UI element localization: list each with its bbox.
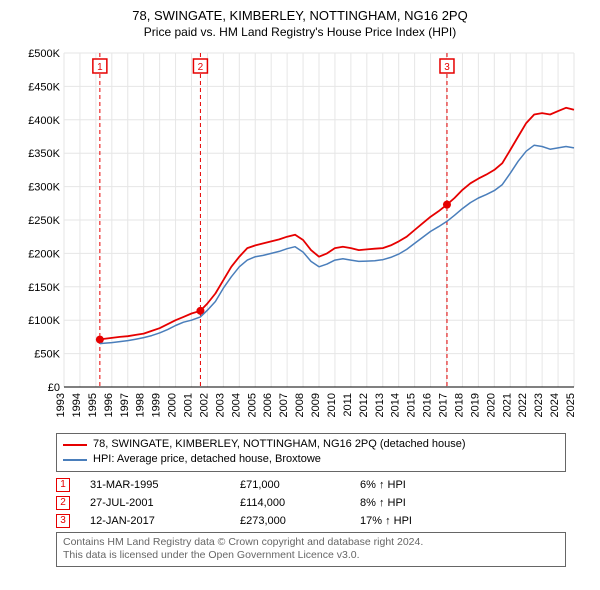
event-row: 3 12-JAN-2017£273,00017% ↑ HPI — [56, 514, 566, 528]
event-date: 31-MAR-1995 — [90, 479, 240, 491]
svg-text:2021: 2021 — [501, 393, 513, 417]
svg-text:2013: 2013 — [374, 393, 386, 417]
svg-text:3: 3 — [444, 62, 450, 73]
legend: 78, SWINGATE, KIMBERLEY, NOTTINGHAM, NG1… — [56, 433, 566, 472]
chart-container: 78, SWINGATE, KIMBERLEY, NOTTINGHAM, NG1… — [0, 0, 600, 590]
svg-text:1998: 1998 — [135, 393, 147, 417]
licence-text-2: This data is licensed under the Open Gov… — [63, 549, 559, 563]
svg-text:£400K: £400K — [28, 115, 60, 127]
event-list: 1 31-MAR-1995£71,0006% ↑ HPI 2 27-JUL-2001£… — [56, 478, 566, 528]
svg-text:2000: 2000 — [167, 393, 179, 417]
svg-text:1993: 1993 — [55, 393, 67, 417]
legend-item: 78, SWINGATE, KIMBERLEY, NOTTINGHAM, NG1… — [63, 437, 559, 452]
svg-text:2017: 2017 — [438, 393, 450, 417]
legend-item: HPI: Average price, detached house, Brox… — [63, 452, 559, 467]
svg-text:2023: 2023 — [533, 393, 545, 417]
chart-svg: £0 £50K £100K £150K £200K £250K £300K £350K £400… — [20, 47, 580, 427]
svg-text:£350K: £350K — [28, 148, 60, 160]
svg-text:2022: 2022 — [517, 393, 529, 417]
svg-text:2025: 2025 — [565, 393, 577, 417]
svg-text:2002: 2002 — [198, 393, 210, 417]
svg-text:2010: 2010 — [326, 393, 338, 417]
svg-text:2004: 2004 — [230, 393, 242, 417]
licence-box: Contains HM Land Registry data © Crown c… — [56, 532, 566, 567]
svg-text:2016: 2016 — [422, 393, 434, 417]
svg-text:2024: 2024 — [549, 393, 561, 417]
svg-text:2018: 2018 — [453, 393, 465, 417]
svg-text:2012: 2012 — [358, 393, 370, 417]
event-date: 12-JAN-2017 — [90, 515, 240, 527]
legend-swatch — [63, 459, 87, 461]
svg-text:1: 1 — [97, 62, 103, 73]
event-delta: 17% ↑ HPI — [360, 515, 412, 527]
svg-text:£100K: £100K — [28, 315, 60, 327]
event-row: 1 31-MAR-1995£71,0006% ↑ HPI — [56, 478, 566, 492]
svg-text:£500K: £500K — [28, 48, 60, 60]
legend-swatch — [63, 444, 87, 446]
svg-text:1997: 1997 — [119, 393, 131, 417]
svg-text:2011: 2011 — [342, 393, 354, 417]
svg-text:2008: 2008 — [294, 393, 306, 417]
svg-text:1996: 1996 — [103, 393, 115, 417]
svg-text:£300K: £300K — [28, 182, 60, 194]
svg-text:£200K: £200K — [28, 248, 60, 260]
svg-text:2001: 2001 — [183, 393, 195, 417]
legend-label: HPI: Average price, detached house, Brox… — [93, 452, 321, 467]
chart-subtitle: Price paid vs. HM Land Registry's House … — [10, 25, 590, 39]
event-delta: 8% ↑ HPI — [360, 497, 406, 509]
event-marker: 1 — [56, 478, 70, 492]
chart-plot-area: £0 £50K £100K £150K £200K £250K £300K £350K £400… — [20, 47, 580, 427]
svg-text:2009: 2009 — [310, 393, 322, 417]
svg-text:£50K: £50K — [34, 349, 60, 361]
svg-text:2006: 2006 — [262, 393, 274, 417]
event-row: 2 27-JUL-2001£114,0008% ↑ HPI — [56, 496, 566, 510]
chart-title: 78, SWINGATE, KIMBERLEY, NOTTINGHAM, NG1… — [10, 8, 590, 23]
event-price: £71,000 — [240, 479, 360, 491]
svg-text:2003: 2003 — [214, 393, 226, 417]
svg-text:2015: 2015 — [406, 393, 418, 417]
event-date: 27-JUL-2001 — [90, 497, 240, 509]
event-marker: 2 — [56, 496, 70, 510]
legend-label: 78, SWINGATE, KIMBERLEY, NOTTINGHAM, NG1… — [93, 437, 466, 452]
svg-text:2019: 2019 — [469, 393, 481, 417]
svg-text:2005: 2005 — [246, 393, 258, 417]
svg-text:£250K: £250K — [28, 215, 60, 227]
svg-text:2020: 2020 — [485, 393, 497, 417]
svg-text:1995: 1995 — [87, 393, 99, 417]
svg-text:£0: £0 — [48, 382, 60, 394]
event-price: £114,000 — [240, 497, 360, 509]
svg-text:2007: 2007 — [278, 393, 290, 417]
svg-text:2014: 2014 — [390, 393, 402, 417]
svg-text:1999: 1999 — [151, 393, 163, 417]
svg-text:1994: 1994 — [71, 393, 83, 417]
licence-text-1: Contains HM Land Registry data © Crown c… — [63, 536, 559, 550]
svg-text:2: 2 — [198, 62, 204, 73]
event-delta: 6% ↑ HPI — [360, 479, 406, 491]
svg-text:£450K: £450K — [28, 81, 60, 93]
event-price: £273,000 — [240, 515, 360, 527]
svg-text:£150K: £150K — [28, 282, 60, 294]
event-marker: 3 — [56, 514, 70, 528]
